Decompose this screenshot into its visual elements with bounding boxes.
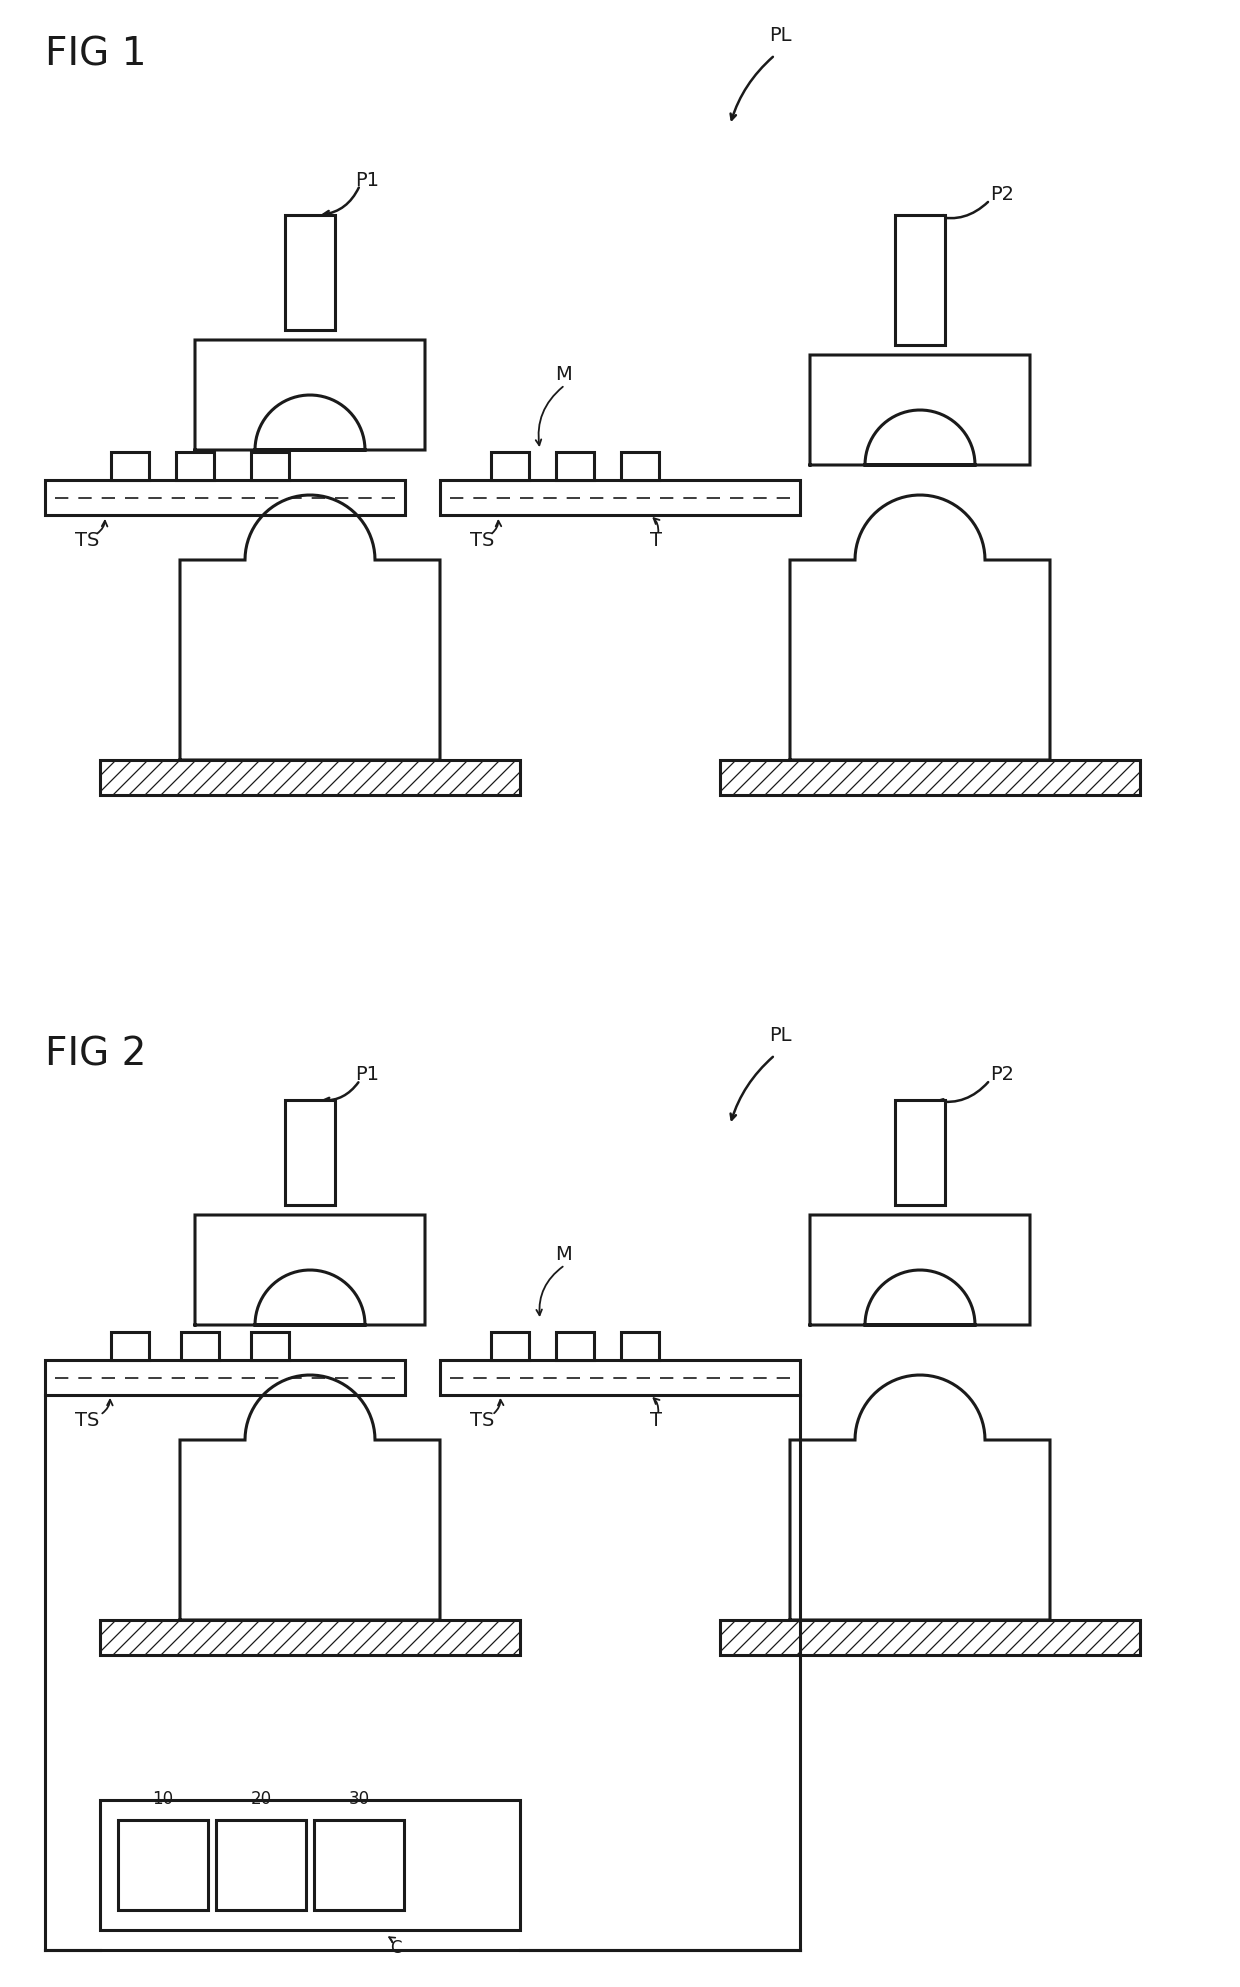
Text: PL: PL xyxy=(769,1025,791,1045)
Text: 30: 30 xyxy=(348,1790,370,1808)
Text: P2: P2 xyxy=(990,185,1014,205)
Bar xyxy=(556,451,594,481)
Text: FIG 1: FIG 1 xyxy=(45,36,146,74)
Text: TS: TS xyxy=(74,531,99,550)
Bar xyxy=(621,1331,658,1359)
Bar xyxy=(112,451,149,481)
Bar xyxy=(100,759,520,795)
Text: FIG 2: FIG 2 xyxy=(45,1035,146,1075)
Bar xyxy=(45,481,405,515)
Text: TS: TS xyxy=(74,1411,99,1429)
Bar xyxy=(45,1359,405,1395)
Bar xyxy=(720,759,1140,795)
Bar xyxy=(556,1331,594,1359)
Bar xyxy=(176,451,215,481)
Polygon shape xyxy=(180,1375,440,1619)
Bar xyxy=(440,1359,800,1395)
Bar xyxy=(181,1331,219,1359)
Text: C: C xyxy=(391,1939,402,1957)
Text: TS: TS xyxy=(470,531,495,550)
Bar xyxy=(285,1101,335,1204)
Bar xyxy=(621,451,658,481)
Polygon shape xyxy=(180,495,440,759)
Polygon shape xyxy=(790,1375,1050,1619)
Polygon shape xyxy=(195,340,425,449)
Text: P1: P1 xyxy=(355,171,379,189)
Bar xyxy=(250,1331,289,1359)
Bar xyxy=(491,1331,529,1359)
Bar xyxy=(250,451,289,481)
Text: TS: TS xyxy=(470,1411,495,1429)
Polygon shape xyxy=(810,356,1030,465)
Bar xyxy=(491,451,529,481)
Bar xyxy=(895,1101,945,1204)
Bar xyxy=(895,215,945,346)
Text: M: M xyxy=(556,366,572,385)
Polygon shape xyxy=(790,495,1050,759)
Polygon shape xyxy=(810,1214,1030,1325)
Text: T: T xyxy=(650,531,662,550)
Text: P2: P2 xyxy=(990,1065,1014,1085)
Text: M: M xyxy=(556,1246,572,1264)
Bar xyxy=(112,1331,149,1359)
Text: T: T xyxy=(650,1411,662,1429)
Polygon shape xyxy=(195,1214,425,1325)
Bar xyxy=(100,1619,520,1655)
Text: 10: 10 xyxy=(153,1790,174,1808)
Bar xyxy=(285,215,335,330)
Bar xyxy=(100,1800,520,1929)
Text: PL: PL xyxy=(769,26,791,46)
Bar xyxy=(118,1820,208,1910)
Bar xyxy=(720,1619,1140,1655)
Text: 20: 20 xyxy=(250,1790,272,1808)
Text: P1: P1 xyxy=(355,1065,379,1085)
Bar xyxy=(314,1820,404,1910)
Bar xyxy=(440,481,800,515)
Bar xyxy=(216,1820,306,1910)
